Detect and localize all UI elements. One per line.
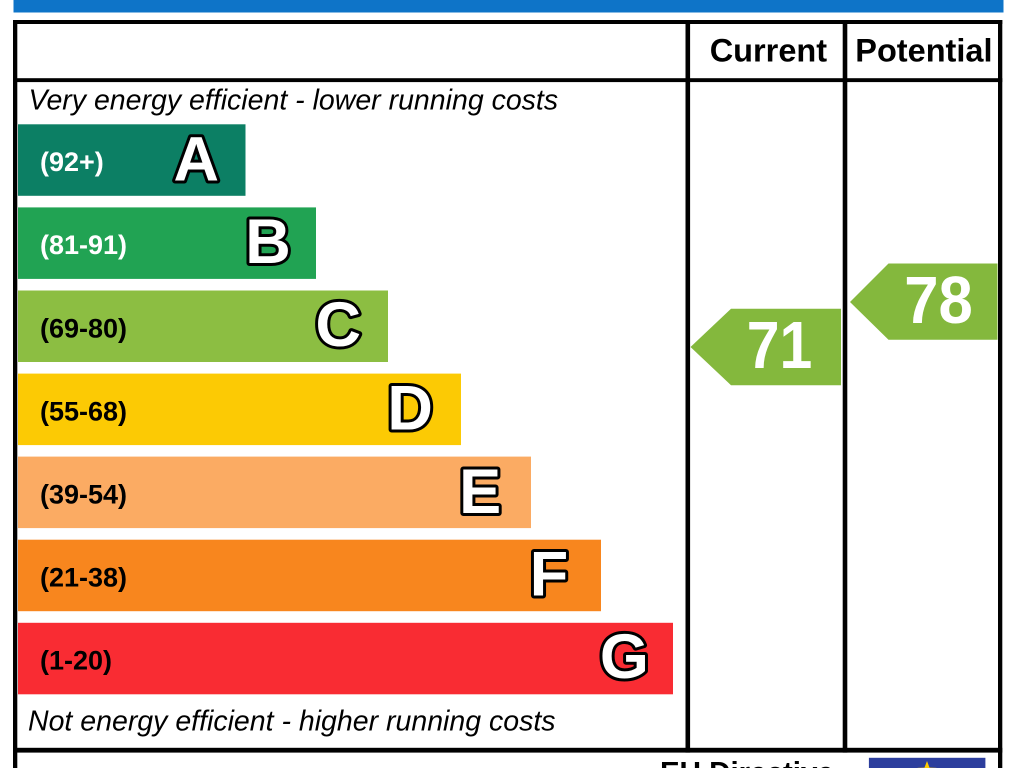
- svg-text:Very energy efficient - lower: Very energy efficient - lower running co…: [29, 85, 559, 117]
- svg-text:71: 71: [747, 309, 813, 383]
- svg-text:(21-38): (21-38): [40, 563, 127, 593]
- svg-text:(1-20): (1-20): [40, 646, 112, 676]
- svg-text:EU Directive: EU Directive: [660, 757, 834, 768]
- svg-text:C: C: [316, 290, 362, 360]
- svg-text:(81-91): (81-91): [40, 230, 127, 260]
- svg-text:Not energy efficient - higher: Not energy efficient - higher running co…: [28, 706, 556, 738]
- svg-text:A: A: [173, 125, 219, 195]
- svg-text:(39-54): (39-54): [40, 479, 127, 509]
- svg-text:G: G: [600, 622, 649, 692]
- svg-text:Current: Current: [710, 33, 828, 69]
- svg-text:D: D: [387, 373, 433, 443]
- svg-text:Potential: Potential: [855, 33, 992, 69]
- svg-text:(69-80): (69-80): [40, 313, 127, 343]
- svg-text:78: 78: [904, 263, 973, 338]
- svg-text:B: B: [245, 207, 291, 277]
- svg-text:F: F: [530, 540, 568, 610]
- svg-text:(92+): (92+): [40, 147, 104, 177]
- svg-text:E: E: [459, 457, 501, 527]
- svg-text:(55-68): (55-68): [40, 396, 127, 426]
